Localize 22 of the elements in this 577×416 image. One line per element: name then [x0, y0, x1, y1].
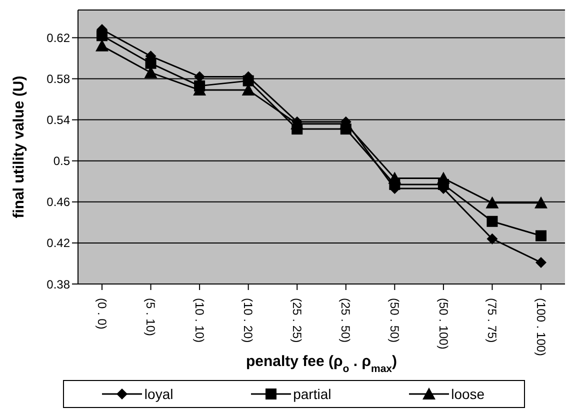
- x-tick-label: (25 . 50): [338, 298, 353, 343]
- x-tick-label: (10 . 20): [241, 298, 256, 343]
- x-axis-title: penalty fee (ρ$_{o}$ . ρ$_{max}$): [246, 353, 398, 375]
- y-tick-label: 0.54: [46, 113, 70, 128]
- legend-label: partial: [293, 386, 332, 402]
- y-tick-label: 0.38: [46, 277, 70, 292]
- x-tick-label: (50 . 100): [436, 298, 450, 350]
- legend-label: loyal: [144, 386, 174, 402]
- y-tick-label: 0.58: [46, 72, 70, 86]
- y-axis-title: final utility value (U): [10, 76, 28, 218]
- y-tick-label: 0.5: [53, 154, 70, 168]
- x-tick-label: (25 . 25): [290, 298, 304, 343]
- x-tick-label: (75 . 75): [485, 298, 500, 343]
- legend-label: loose: [451, 386, 485, 402]
- x-tick-label: (100 . 100): [534, 298, 548, 356]
- y-tick-label: 0.46: [46, 195, 70, 210]
- y-tick-label: 0.62: [46, 30, 70, 45]
- x-tick-label: (10 . 10): [192, 298, 206, 343]
- y-tick-label: 0.42: [46, 236, 70, 250]
- x-tick-label: (50 . 50): [387, 298, 402, 343]
- x-tick-label: (0 . 0): [94, 298, 109, 330]
- x-tick-label: (5 . 10): [144, 298, 158, 336]
